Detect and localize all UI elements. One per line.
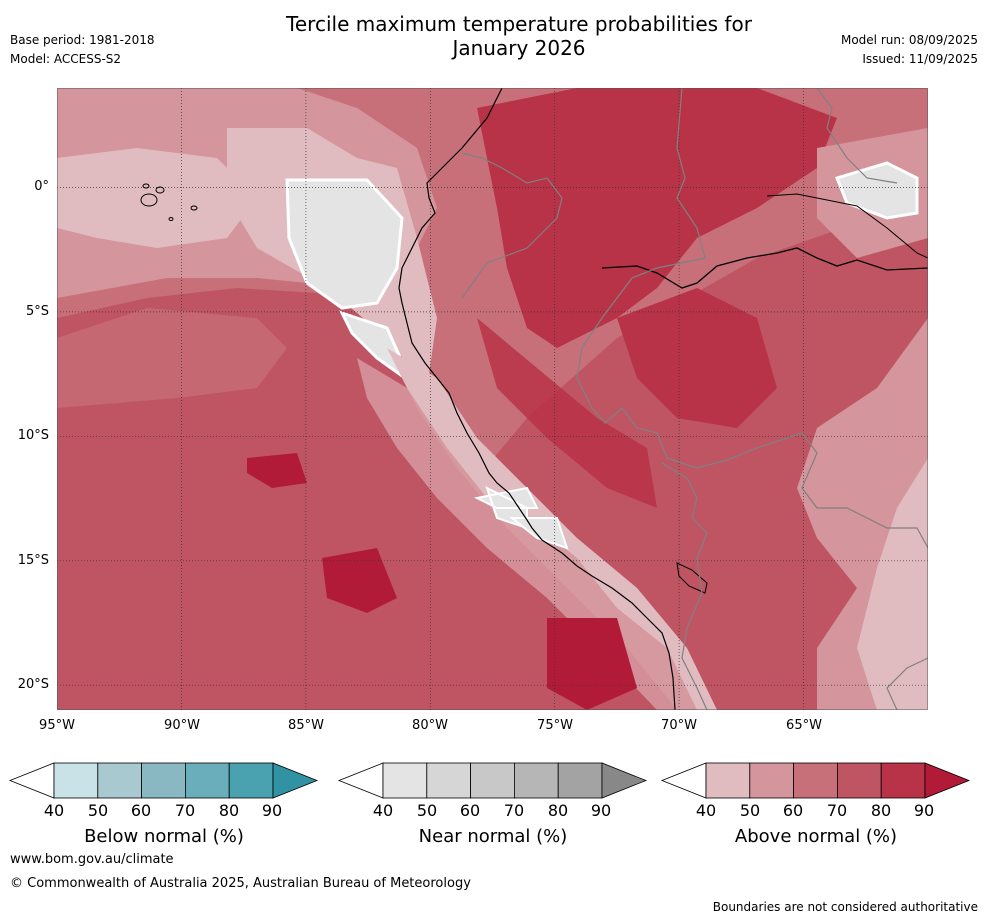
above-tick-70: 70 [826,801,848,820]
colorbar-above [660,762,971,799]
zone-80-90-andes [477,318,657,508]
near-tick-80: 80 [547,801,569,820]
website-url: www.bom.gov.au/climate [10,852,174,867]
colorbar-below-segment [184,762,230,799]
below-tick-90: 90 [261,801,283,820]
below-tick-40: 40 [43,801,65,820]
probability-map [57,88,928,710]
colorbar-below-segment [141,762,186,799]
colorbar-near-segment [426,762,471,799]
near-normal-title: Near normal (%) [418,826,568,847]
above-normal-title: Above normal (%) [734,826,898,847]
above-tick-60: 60 [782,801,804,820]
below-normal-title: Below normal (%) [84,826,244,847]
colorbar-above-segment [880,762,926,799]
lat-label-15s: 15°S [17,553,49,568]
lon-label-85w: 85°W [288,718,324,733]
lon-label-80w: 80°W [412,718,448,733]
title-line-2: January 2026 [452,36,586,60]
colorbar-below-segment [228,762,274,799]
model-text: Model: ACCESS-S2 [10,52,122,66]
lake-titicaca [676,562,708,594]
colorbar-near-under-extend [337,762,384,799]
title-line-1: Tercile maximum temperature probabilitie… [286,12,752,36]
colorbar-near-segment [382,762,428,799]
colorbar-above-under-extend [660,762,707,799]
coastline [398,88,676,710]
colorbar-below-under-extend [8,762,55,799]
boundary-disclaimer: Boundaries are not considered authoritat… [712,900,978,914]
below-tick-80: 80 [218,801,240,820]
near-normal-peru-patch-2 [509,517,569,550]
colorbar-near-segment [470,762,515,799]
colorbar-near-over-extend [601,762,648,799]
zone-80-90-amazon-north [477,88,837,348]
below-tick-60: 60 [130,801,152,820]
colorbar-legend [8,762,971,799]
near-tick-50: 50 [416,801,438,820]
model-run-text: Model run: 08/09/2025 [840,33,978,47]
colorbar-near [337,762,648,799]
zone-80-90-central [617,288,777,428]
above-tick-80: 80 [870,801,892,820]
amazon-river [601,247,928,289]
lon-label-90w: 90°W [164,718,200,733]
lon-label-65w: 65°W [786,718,822,733]
lat-label-0: 0° [34,179,49,194]
near-tick-70: 70 [503,801,525,820]
colorbar-below-over-extend [272,762,319,799]
below-tick-50: 50 [87,801,109,820]
map-svg [57,88,928,710]
lon-label-70w: 70°W [661,718,697,733]
colorbar-above-segment [705,762,751,799]
lon-label-75w: 75°W [537,718,573,733]
zone-40-50-southeast [857,458,928,710]
above-tick-90: 90 [913,801,935,820]
base-period-text: Base period: 1981-2018 [10,33,155,47]
river-northeast [766,193,928,259]
colorbar-above-segment [837,762,882,799]
below-tick-70: 70 [174,801,196,820]
zone-over-90-peru-south [547,618,637,710]
map-title: Tercile maximum temperature probabilitie… [0,12,988,60]
near-tick-90: 90 [590,801,612,820]
colorbar-above-over-extend [924,762,971,799]
near-tick-60: 60 [459,801,481,820]
lat-label-5s: 5°S [25,304,49,319]
issued-text: Issued: 11/09/2025 [862,52,978,66]
zone-60-70-west-ocean [57,308,287,408]
colorbar-below-segment [53,762,99,799]
colorbar-below [8,762,319,799]
zone-over-90-ocean-2 [322,548,397,613]
colorbar-above-segment [793,762,838,799]
near-normal-northeast-patch [834,161,919,220]
lat-label-10s: 10°S [17,428,49,443]
lon-label-95w: 95°W [39,718,75,733]
near-tick-40: 40 [372,801,394,820]
graticule [57,88,928,710]
country-borders [461,88,928,710]
near-normal-equatorial-patch [285,178,404,310]
galapagos-islands [140,183,198,221]
copyright-text: © Commonwealth of Australia 2025, Austra… [10,876,471,891]
zone-over-90-ocean-1 [247,453,307,488]
colorbar-below-segment [97,762,143,799]
colorbar-near-segment [557,762,603,799]
above-tick-50: 50 [739,801,761,820]
colorbar-near-segment [514,762,559,799]
above-tick-40: 40 [695,801,717,820]
lat-label-20s: 20°S [17,677,49,692]
colorbar-above-segment [749,762,794,799]
map-frame [57,88,928,710]
